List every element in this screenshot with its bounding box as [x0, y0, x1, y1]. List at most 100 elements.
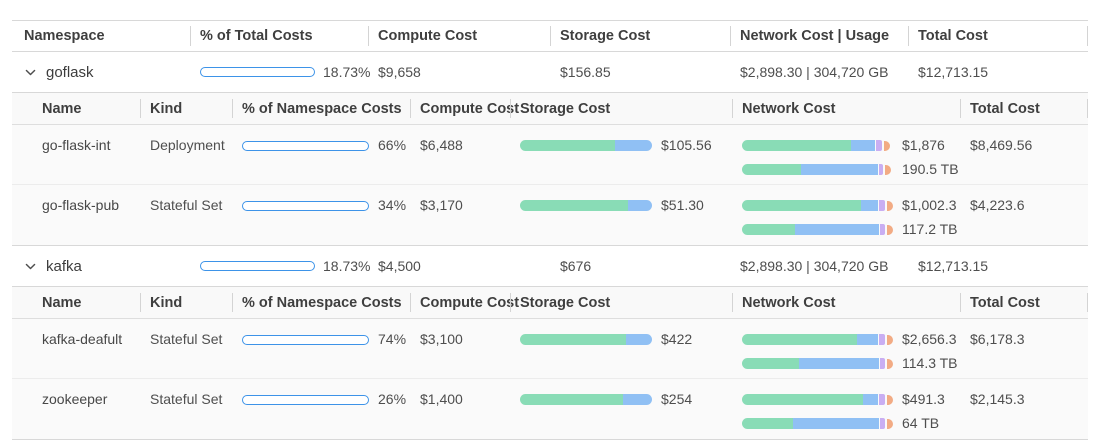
total-cost-value: $12,713.15 [918, 64, 989, 80]
bar-tip-orange [885, 164, 892, 175]
nested-column-compute: Compute Cost [410, 93, 519, 124]
pct-namespace-bar [242, 334, 369, 345]
nested-column-storage: Storage Cost [510, 287, 732, 318]
bar-tip-orange [886, 418, 893, 429]
workload-kind: Stateful Set [150, 391, 223, 407]
bar-segment-purple [880, 224, 885, 235]
nested-table-kafka: Name Kind % of Namespace Costs Compute C… [12, 286, 1088, 440]
network-usage-bar [742, 358, 893, 369]
workload-name: go-flask-pub [42, 197, 120, 213]
bar-segment-purple [878, 394, 885, 405]
bar-segment-green [742, 394, 863, 405]
network-cost-bar [742, 334, 893, 345]
chevron-down-icon[interactable] [24, 66, 37, 79]
nested-table-goflask: Name Kind % of Namespace Costs Compute C… [12, 92, 1088, 246]
bar-segment-green [742, 418, 794, 429]
namespace-name: goflask [46, 63, 94, 81]
bar-segment-blue [628, 200, 652, 211]
bar-tip-orange [886, 334, 893, 345]
bar-segment-green [742, 140, 851, 151]
chevron-down-icon[interactable] [24, 260, 37, 273]
total-cost-value: $6,178.3 [970, 331, 1025, 347]
nested-header-row: Name Kind % of Namespace Costs Compute C… [12, 93, 1088, 125]
compute-cost-value: $1,400 [420, 391, 463, 407]
bar-segment-blue [856, 334, 878, 345]
nested-column-network: Network Cost [732, 93, 960, 124]
bar-tip-orange [886, 224, 893, 235]
nested-column-name: Name [42, 100, 82, 117]
storage-cost-value: $254 [661, 391, 693, 407]
nested-column-pct-namespace: % of Namespace Costs [232, 287, 410, 318]
storage-cost-value: $105.56 [661, 137, 712, 153]
nested-column-total: Total Cost [960, 287, 1088, 318]
network-cost-cell: $1,002.3 117.2 TB [732, 185, 960, 245]
network-cost-cell: $2,656.3 114.3 TB [732, 319, 960, 378]
column-header-pct-total: % of Total Costs [190, 21, 368, 51]
network-usage-value: 190.5 TB [902, 161, 959, 177]
workload-kind: Stateful Set [150, 197, 223, 213]
pct-namespace-label: 74% [378, 331, 407, 347]
bar-segment-blue [861, 200, 878, 211]
storage-cost-value: $51.30 [661, 197, 704, 213]
total-cost-value: $4,223.6 [970, 197, 1025, 213]
compute-cost-value: $3,100 [420, 331, 463, 347]
pct-namespace-cell: 74% [232, 319, 410, 378]
pct-namespace-bar [242, 200, 369, 211]
bar-tip-orange [886, 394, 893, 405]
workload-row-go-flask-pub: go-flask-pub Stateful Set 34% $3,170 [12, 185, 1088, 245]
nested-column-pct-namespace: % of Namespace Costs [232, 93, 410, 124]
bar-segment-green [520, 334, 626, 345]
pct-total-label: 18.73% [323, 257, 371, 274]
storage-cost-cell: $254 [510, 379, 732, 439]
total-cost-value: $12,713.15 [918, 258, 989, 274]
column-header-total: Total Cost [908, 21, 1088, 51]
bar-segment-green [520, 394, 623, 405]
storage-cost-bar [520, 334, 652, 345]
pct-namespace-cell: 66% [232, 125, 410, 184]
compute-cost-value: $6,488 [420, 137, 463, 153]
bar-segment-green [742, 224, 795, 235]
network-usage-bar [742, 164, 893, 175]
bar-segment-blue [794, 224, 880, 235]
namespace-row-kafka[interactable]: kafka 18.73% $4,500 $676 $2,898.30 | 304… [12, 246, 1088, 286]
network-cost-bar [742, 394, 893, 405]
pct-namespace-label: 26% [378, 391, 407, 407]
nested-column-kind: Kind [140, 93, 232, 124]
storage-cost-value: $422 [661, 331, 693, 347]
storage-cost-value: $156.85 [560, 64, 611, 80]
column-header-compute: Compute Cost [368, 21, 550, 51]
workload-row-zookeeper: zookeeper Stateful Set 26% $1,400 [12, 379, 1088, 439]
network-usage-bar [742, 224, 893, 235]
column-header-storage: Storage Cost [550, 21, 730, 51]
pct-namespace-cell: 34% [232, 185, 410, 245]
pct-namespace-bar [242, 140, 369, 151]
bar-segment-blue [793, 418, 880, 429]
nested-column-network: Network Cost [732, 287, 960, 318]
table-header-row: Namespace % of Total Costs Compute Cost … [12, 21, 1088, 52]
network-cost-value: $1,002.3 [902, 197, 957, 213]
network-usage-value: 114.3 TB [902, 355, 958, 371]
bar-segment-blue [622, 394, 652, 405]
nested-column-storage: Storage Cost [510, 93, 732, 124]
bar-segment-blue [800, 164, 878, 175]
pct-total-cell: 18.73% [190, 257, 371, 274]
pct-namespace-label: 34% [378, 197, 407, 213]
namespace-row-goflask[interactable]: goflask 18.73% $9,658 $156.85 $2,898.30 … [12, 52, 1088, 92]
bar-segment-blue [625, 334, 652, 345]
network-cost-value: $491.3 [902, 391, 945, 407]
network-cost-usage-value: $2,898.30 | 304,720 GB [740, 64, 889, 80]
storage-cost-bar [520, 140, 652, 151]
cost-table: Namespace % of Total Costs Compute Cost … [12, 20, 1088, 440]
pct-namespace-label: 66% [378, 137, 407, 153]
network-cost-bar [742, 200, 893, 211]
network-cost-cell: $1,876 190.5 TB [732, 125, 960, 184]
nested-column-compute: Compute Cost [410, 287, 519, 318]
namespace-name: kafka [46, 257, 82, 275]
network-cost-bar [742, 140, 893, 151]
column-header-namespace: Namespace [24, 28, 105, 44]
storage-cost-cell: $51.30 [510, 185, 732, 245]
workload-name: zookeeper [42, 391, 108, 407]
network-cost-usage-value: $2,898.30 | 304,720 GB [740, 258, 889, 274]
total-cost-value: $2,145.3 [970, 391, 1025, 407]
